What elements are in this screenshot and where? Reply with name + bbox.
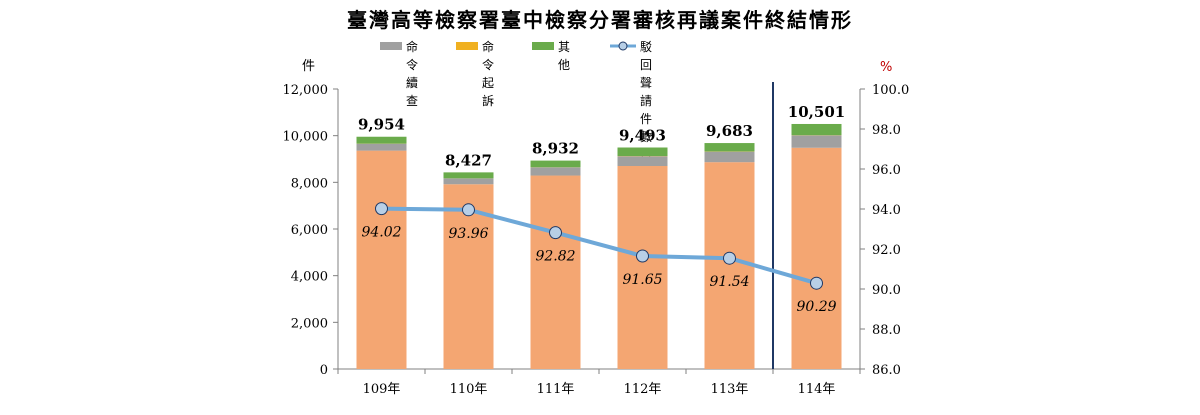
bar-segment-1 <box>530 167 581 176</box>
left-tick-label: 12,000 <box>283 83 329 98</box>
percent-marker <box>462 203 475 217</box>
bar-total-label: 8,427 <box>445 151 492 169</box>
bar-segment-1 <box>356 143 407 151</box>
left-axis-unit: 件 <box>302 59 316 74</box>
right-tick-label: 88.0 <box>872 323 901 338</box>
left-tick-label: 10,000 <box>283 130 329 145</box>
bar-total-label: 10,501 <box>788 103 845 121</box>
right-tick-label: 92.0 <box>872 243 901 258</box>
percent-data-label: 91.65 <box>622 272 662 288</box>
bar-segment-0 <box>791 147 842 369</box>
left-tick-label: 0 <box>320 363 328 378</box>
x-tick-label: 112年 <box>624 382 662 397</box>
bar-segment-3 <box>704 143 755 152</box>
x-tick-label: 113年 <box>711 382 749 397</box>
percent-marker <box>549 226 562 240</box>
left-tick-label: 6,000 <box>291 223 328 238</box>
chart-title: 臺灣高等檢察署臺中檢察分署審核再議案件終結情形 <box>347 8 853 32</box>
percent-data-label: 91.54 <box>709 274 749 290</box>
bar-total-label: 8,932 <box>532 140 579 158</box>
percent-marker <box>810 276 823 290</box>
right-tick-label: 94.0 <box>872 203 901 218</box>
bar-segment-1 <box>704 151 755 163</box>
bar-total-label: 9,493 <box>619 126 666 144</box>
percent-data-label: 90.29 <box>796 299 836 315</box>
bar-segment-0 <box>704 162 755 369</box>
percent-data-label: 93.96 <box>448 226 488 242</box>
right-tick-label: 96.0 <box>872 163 901 178</box>
x-tick-label: 114年 <box>798 382 836 397</box>
bar-total-label: 9,683 <box>706 122 753 140</box>
bar-segment-3 <box>617 147 668 157</box>
right-tick-label: 100.0 <box>872 83 909 98</box>
bar-segment-3 <box>791 123 842 136</box>
legend-label-continue: 命令 續查 <box>406 40 419 108</box>
legend-swatch-continue <box>380 42 402 50</box>
bar-segment-0 <box>530 175 581 369</box>
bar-segment-0 <box>356 150 407 369</box>
legend-swatch-other <box>532 42 554 50</box>
percent-marker <box>723 251 736 265</box>
left-tick-label: 8,000 <box>291 176 328 191</box>
percent-marker <box>375 202 388 216</box>
x-tick-label: 109年 <box>363 382 401 397</box>
x-tick-label: 110年 <box>450 382 488 397</box>
percent-data-label: 92.82 <box>535 249 575 265</box>
left-tick-label: 2,000 <box>291 316 328 331</box>
bar-segment-3 <box>356 136 407 144</box>
bar-segment-1 <box>617 156 668 166</box>
bar-segment-1 <box>443 178 494 185</box>
legend-swatch-indict <box>456 42 478 50</box>
bar-segment-1 <box>791 135 842 148</box>
right-tick-label: 90.0 <box>872 283 901 298</box>
bar-segment-0 <box>617 166 668 369</box>
legend-label-other: 其他 <box>558 40 571 72</box>
legend-label-indict: 命令 起訴 <box>482 40 495 108</box>
right-tick-label: 86.0 <box>872 363 901 378</box>
legend-line-marker-icon <box>610 41 636 51</box>
percent-data-label: 94.02 <box>361 225 401 241</box>
x-tick-label: 111年 <box>537 382 575 397</box>
bar-segment-3 <box>443 172 494 179</box>
left-tick-label: 4,000 <box>291 270 328 285</box>
bar-segment-3 <box>530 160 581 168</box>
right-axis-unit: % <box>880 60 893 75</box>
percent-marker <box>636 249 649 263</box>
right-tick-label: 98.0 <box>872 123 901 138</box>
bar-total-label: 9,954 <box>358 116 405 134</box>
percent-line <box>381 206 818 286</box>
